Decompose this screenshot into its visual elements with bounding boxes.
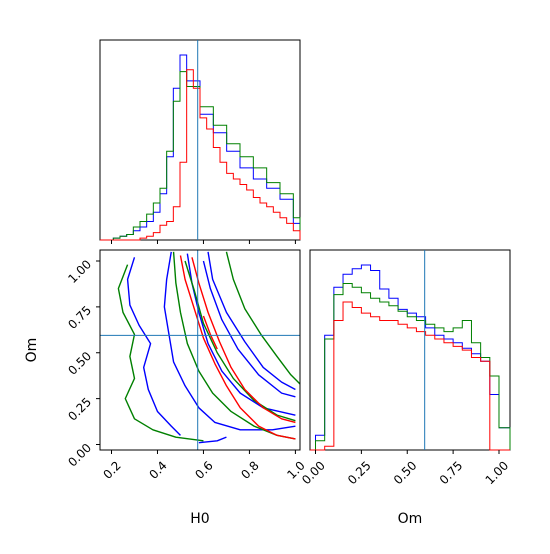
y-axis-label-om: Om [24,338,40,363]
histogram-series-red [100,69,301,241]
contour-line-blue [198,436,227,444]
contour-line-red [191,257,296,424]
contour-line-green [172,251,296,440]
contour-lines [117,251,300,444]
histogram-series-red [310,301,510,451]
h0-histogram-panel [99,39,301,244]
contour-line-blue [202,260,296,398]
contour-line-blue [126,257,181,436]
contour-line-green [225,251,300,385]
x-axis-label-om: Om [398,511,423,527]
h0-histogram-series [100,54,301,241]
contour-line-red [202,315,218,350]
h0-histogram-frame [99,39,301,241]
contour-frame [99,249,301,451]
contour-line-green [117,264,204,442]
contour-line-blue [207,251,296,391]
om-histogram-frame [309,249,511,451]
h0-histogram-ticks [110,240,296,244]
x-axis-label-h0: H0 [190,511,209,527]
histogram-series-green [100,71,301,241]
contour-line-green [184,260,296,422]
om-histogram-series [310,264,511,451]
histogram-series-green [310,283,511,451]
contour-line-red [179,255,296,440]
contour-line-blue [163,251,296,431]
